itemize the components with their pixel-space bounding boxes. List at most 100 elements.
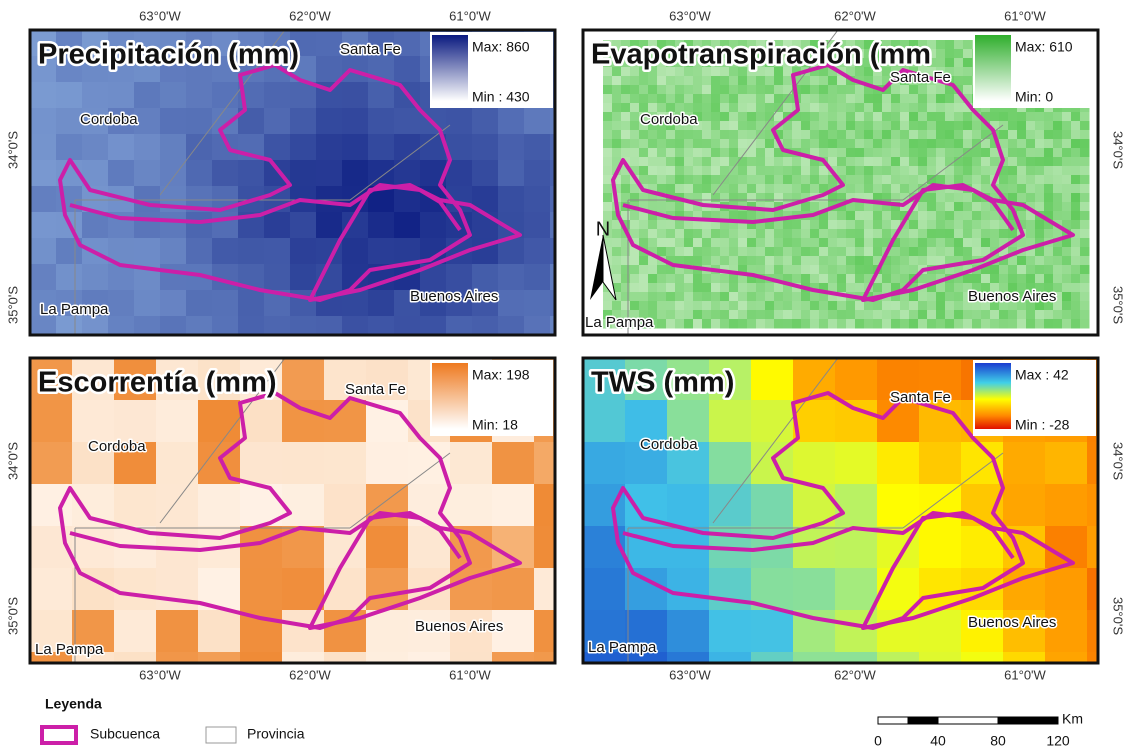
raster-cell: [945, 112, 955, 122]
raster-cell: [900, 256, 910, 266]
legend-min: Min : -28: [1015, 417, 1070, 433]
raster-cell: [702, 319, 712, 329]
raster-cell: [900, 157, 910, 167]
raster-cell: [855, 229, 865, 239]
raster-cell: [1062, 319, 1072, 329]
raster-cell: [198, 400, 241, 443]
raster-cell: [324, 400, 367, 443]
map-panel: Escorrentía (mm)Max: 198Min: 18Santa FeC…: [30, 358, 577, 695]
raster-cell: [954, 301, 964, 311]
lat-label: 34°0'S: [1111, 442, 1126, 480]
raster-cell: [972, 310, 982, 320]
legend-max: Max: 610: [1015, 39, 1073, 55]
raster-cell: [936, 58, 946, 68]
raster-cell: [198, 610, 241, 653]
raster-cell: [738, 193, 748, 203]
raster-cell: [290, 212, 317, 239]
raster-cell: [711, 130, 721, 140]
map-panel: Evapotranspiración (mmMax: 610Min: 0Sant…: [583, 30, 1098, 335]
raster-cell: [316, 56, 343, 83]
raster-cell: [1062, 247, 1072, 257]
raster-cell: [612, 265, 622, 275]
raster-cell: [212, 316, 239, 343]
raster-cell: [1080, 247, 1090, 257]
raster-cell: [684, 94, 694, 104]
raster-cell: [639, 193, 649, 203]
raster-cell: [711, 319, 721, 329]
raster-cell: [1053, 130, 1063, 140]
raster-cell: [765, 157, 775, 167]
raster-cell: [368, 316, 395, 343]
raster-cell: [1044, 139, 1054, 149]
raster-cell: [684, 301, 694, 311]
raster-cell: [864, 211, 874, 221]
raster-cell: [810, 247, 820, 257]
raster-cell: [702, 184, 712, 194]
colorbar: [975, 363, 1011, 429]
raster-cell: [792, 130, 802, 140]
raster-cell: [621, 265, 631, 275]
raster-cell: [684, 76, 694, 86]
raster-cell: [1062, 175, 1072, 185]
raster-cell: [639, 238, 649, 248]
scale-tick: 40: [930, 733, 946, 749]
raster-cell: [927, 319, 937, 329]
raster-cell: [981, 319, 991, 329]
raster-cell: [909, 247, 919, 257]
raster-cell: [873, 103, 883, 113]
raster-cell: [711, 112, 721, 122]
raster-cell: [846, 166, 856, 176]
raster-cell: [891, 265, 901, 275]
raster-cell: [1026, 139, 1036, 149]
raster-cell: [873, 211, 883, 221]
raster-cell: [186, 212, 213, 239]
raster-cell: [891, 319, 901, 329]
raster-cell: [981, 274, 991, 284]
raster-cell: [864, 130, 874, 140]
raster-cell: [855, 220, 865, 230]
raster-cell: [709, 400, 752, 443]
raster-cell: [720, 301, 730, 311]
raster-cell: [282, 568, 325, 611]
raster-cell: [657, 202, 667, 212]
raster-cell: [1008, 139, 1018, 149]
raster-cell: [1087, 526, 1130, 569]
lat-label: 34°0'S: [1111, 131, 1126, 169]
raster-cell: [738, 121, 748, 131]
raster-cell: [882, 301, 892, 311]
raster-cell: [900, 148, 910, 158]
raster-cell: [837, 139, 847, 149]
raster-cell: [990, 310, 1000, 320]
raster-cell: [639, 283, 649, 293]
raster-cell: [711, 274, 721, 284]
raster-cell: [855, 301, 865, 311]
raster-cell: [864, 94, 874, 104]
raster-cell: [1080, 157, 1090, 167]
raster-cell: [747, 166, 757, 176]
raster-cell: [855, 103, 865, 113]
raster-cell: [156, 568, 199, 611]
raster-cell: [882, 130, 892, 140]
raster-cell: [900, 121, 910, 131]
raster-cell: [783, 319, 793, 329]
raster-cell: [882, 139, 892, 149]
raster-cell: [801, 247, 811, 257]
raster-cell: [1053, 310, 1063, 320]
raster-cell: [666, 85, 676, 95]
place-label: Santa Fe: [890, 389, 951, 406]
raster-cell: [1035, 274, 1045, 284]
lon-label: 62°0'W: [834, 667, 876, 682]
raster-cell: [828, 211, 838, 221]
raster-cell: [828, 112, 838, 122]
raster-cell: [702, 283, 712, 293]
raster-cell: [819, 319, 829, 329]
raster-cell: [882, 211, 892, 221]
raster-cell: [684, 148, 694, 158]
raster-cell: [945, 121, 955, 131]
raster-cell: [684, 247, 694, 257]
raster-cell: [846, 184, 856, 194]
raster-cell: [765, 301, 775, 311]
raster-cell: [891, 301, 901, 311]
raster-cell: [282, 610, 325, 653]
raster-cell: [621, 274, 631, 284]
